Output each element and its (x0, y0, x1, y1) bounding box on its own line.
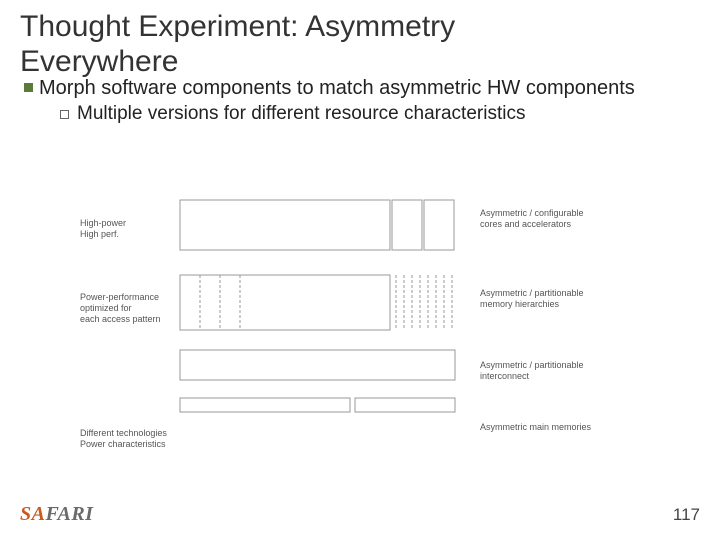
slide-title: Thought Experiment: Asymmetry Everywhere (20, 10, 700, 79)
body-content: Morph software components to match asymm… (20, 75, 700, 125)
logo-part-2: FARI (45, 503, 93, 525)
diagram-label: Power-performance optimized for each acc… (80, 292, 175, 324)
diagram-label: Asymmetric / partitionable memory hierar… (480, 288, 630, 310)
title-line-2: Everywhere (20, 45, 178, 78)
sub-bullet-row: Multiple versions for different resource… (60, 103, 700, 125)
diagram-label: High-power High perf. (80, 218, 175, 240)
slide-footer: SAFARI 117 (20, 503, 700, 526)
bullet-text: Morph software components to match asymm… (39, 75, 635, 101)
architecture-diagram: High-power High perf. Power-performance o… (80, 180, 640, 460)
bullet-row: Morph software components to match asymm… (20, 75, 700, 101)
square-bullet-icon (24, 83, 33, 92)
sub-bullet-text: Multiple versions for different resource… (77, 103, 525, 125)
diagram-label: Asymmetric main memories (480, 422, 630, 433)
diagram-label: Different technologies Power characteris… (80, 428, 175, 450)
title-line-1: Thought Experiment: Asymmetry (20, 10, 455, 43)
safari-logo: SAFARI (20, 503, 93, 526)
diagram-label: Asymmetric / partitionable interconnect (480, 360, 630, 382)
hollow-square-bullet-icon (60, 110, 69, 119)
page-number: 117 (673, 505, 700, 525)
diagram-label: Asymmetric / configurable cores and acce… (480, 208, 630, 230)
logo-part-1: SA (20, 503, 45, 525)
